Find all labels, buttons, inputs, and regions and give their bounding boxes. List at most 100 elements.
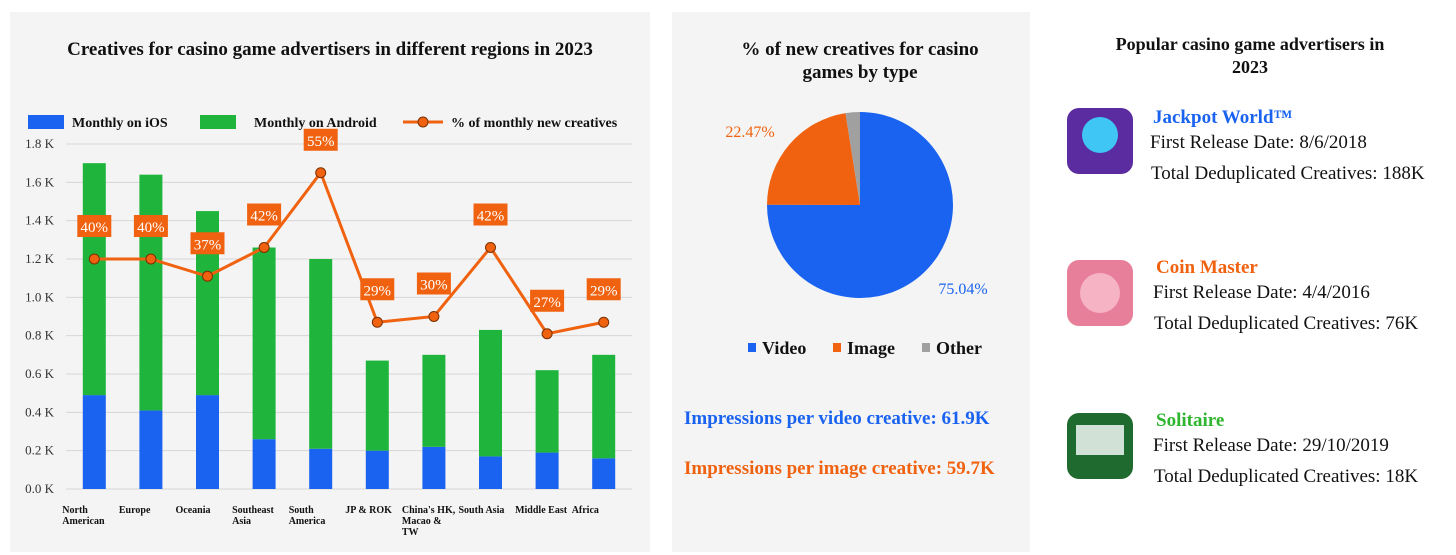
chart-title: Creatives for casino game advertisers in… (67, 39, 593, 60)
release-date: First Release Date: 29/10/2019 (1153, 435, 1389, 456)
value-label: 55% (307, 134, 335, 150)
value-label: 42% (477, 209, 505, 225)
app-icon-pig (1080, 273, 1120, 313)
stat: Impressions per video creative: 61.9K (684, 408, 990, 429)
pie-slice (845, 112, 860, 205)
bar (196, 211, 219, 396)
legend-label: % of monthly new creatives (451, 116, 618, 131)
legend-swatch (833, 343, 841, 352)
line-marker (88, 253, 100, 265)
value-label-box (530, 289, 565, 312)
bar (535, 370, 559, 453)
bar (365, 450, 389, 489)
y-tick-label: 1.2 K (25, 251, 55, 266)
value-label-box (133, 215, 168, 237)
y-tick-label: 1.8 K (25, 136, 55, 151)
legend-marker (417, 116, 429, 128)
legend-label: Monthly on iOS (72, 116, 168, 131)
value-label: 75.04% (938, 281, 987, 298)
creatives-count: Total Deduplicated Creatives: 76K (1154, 313, 1419, 334)
creatives-count: Total Deduplicated Creatives: 18K (1154, 466, 1419, 487)
value-label: 42% (250, 209, 278, 225)
bar (252, 247, 276, 440)
section-title: Popular casino game advertisers in 2023 (1115, 34, 1385, 77)
x-tick-label: JP & ROK (345, 505, 392, 516)
x-tick-label: South Asia (458, 505, 505, 516)
legend-swatch (28, 115, 64, 129)
x-tick-label: Oceania (175, 505, 211, 516)
value-label-box (303, 128, 338, 151)
x-tick-label: North American (62, 505, 105, 527)
bar (365, 360, 389, 451)
advertiser-name: Jackpot World™ (1153, 107, 1293, 128)
bar (196, 395, 219, 489)
bar (82, 395, 106, 489)
value-label-box (416, 272, 451, 295)
value-label: 29% (590, 283, 618, 299)
line-marker (315, 167, 327, 179)
legend-swatch (200, 115, 236, 129)
bar (592, 354, 616, 459)
y-tick-label: 0.8 K (25, 328, 55, 343)
y-tick-label: 0.2 K (25, 443, 55, 458)
pie-slice (767, 113, 860, 205)
legend-label: Video (762, 338, 806, 358)
value-label: 40% (137, 220, 165, 236)
line-marker (428, 311, 440, 322)
line-marker (371, 316, 383, 328)
value-label-box (77, 215, 112, 237)
bar (422, 354, 446, 447)
bar (82, 163, 106, 396)
x-tick-label: South America (288, 505, 326, 527)
value-label: 40% (81, 220, 109, 236)
bar (309, 448, 333, 489)
line-marker (258, 242, 270, 253)
legend-label: Monthly on Android (254, 116, 377, 131)
creatives-count: Total Deduplicated Creatives: 188K (1151, 163, 1425, 184)
app-icon-gem (1082, 117, 1118, 153)
value-label: 37% (194, 237, 222, 253)
x-tick-label: China's HK, Macao & TW (401, 505, 456, 538)
app-icon-cards (1076, 425, 1124, 455)
line (94, 169, 604, 336)
line-marker (202, 270, 213, 282)
bar (592, 458, 616, 489)
bar (535, 452, 559, 489)
value-label: 27% (533, 295, 561, 311)
line-marker (541, 328, 553, 340)
bar (422, 446, 446, 489)
bar (252, 439, 276, 489)
value-label-box (190, 232, 225, 255)
x-tick-label: Middle East (515, 505, 568, 516)
legend-swatch (922, 343, 930, 352)
legend-label: Other (936, 338, 982, 358)
line-marker (598, 316, 610, 328)
y-tick-label: 1.6 K (25, 174, 55, 189)
x-tick-label: Southeast Asia (232, 505, 274, 527)
stat: Impressions per image creative: 59.7K (684, 458, 995, 479)
value-label-box (247, 203, 282, 226)
y-tick-label: 1.0 K (25, 289, 55, 304)
legend-label: Image (847, 338, 895, 358)
y-tick-label: 1.4 K (25, 213, 55, 228)
value-label-box (360, 278, 395, 301)
bar (139, 174, 163, 411)
x-tick-label: Africa (571, 505, 599, 516)
x-tick-label: Europe (118, 505, 151, 516)
value-label-box (473, 203, 508, 226)
value-label: 30% (420, 278, 448, 294)
bar (139, 410, 163, 489)
value-label: 29% (364, 283, 392, 299)
bar (479, 329, 502, 457)
release-date: First Release Date: 4/4/2016 (1153, 282, 1370, 303)
chart-title: % of new creatives for casino games by t… (741, 39, 979, 83)
bar (309, 259, 333, 449)
y-tick-label: 0.0 K (25, 481, 55, 496)
line-marker (485, 242, 496, 253)
value-label-box (586, 278, 621, 301)
release-date: First Release Date: 8/6/2018 (1150, 132, 1367, 153)
legend-swatch (748, 343, 756, 352)
y-tick-label: 0.6 K (25, 366, 55, 381)
